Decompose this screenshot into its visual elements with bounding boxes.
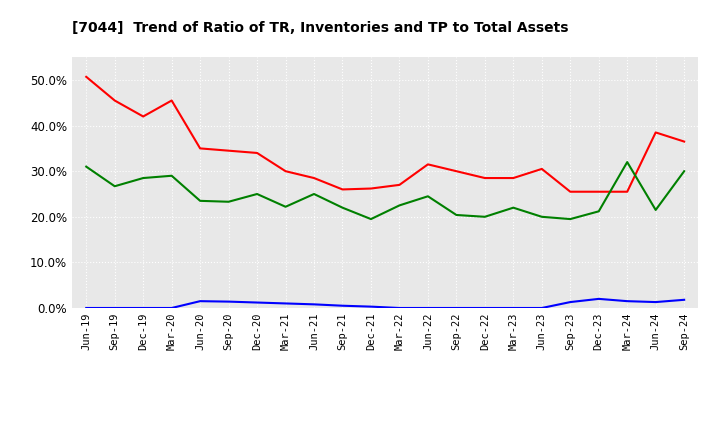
Inventories bbox=[110, 305, 119, 311]
Inventories bbox=[282, 301, 290, 306]
Trade Payables bbox=[196, 198, 204, 203]
Trade Receivables bbox=[338, 187, 347, 192]
Trade Receivables bbox=[509, 176, 518, 181]
Inventories bbox=[423, 305, 432, 311]
Trade Payables bbox=[82, 164, 91, 169]
Trade Receivables bbox=[167, 98, 176, 103]
Trade Receivables bbox=[366, 186, 375, 191]
Inventories bbox=[225, 299, 233, 304]
Trade Receivables bbox=[395, 182, 404, 187]
Trade Payables bbox=[282, 204, 290, 209]
Trade Receivables bbox=[82, 74, 91, 80]
Line: Inventories: Inventories bbox=[86, 299, 684, 308]
Trade Payables bbox=[623, 159, 631, 165]
Trade Receivables bbox=[423, 162, 432, 167]
Trade Payables bbox=[366, 216, 375, 222]
Inventories bbox=[595, 296, 603, 301]
Inventories bbox=[452, 305, 461, 311]
Inventories bbox=[395, 305, 404, 311]
Trade Payables bbox=[225, 199, 233, 205]
Trade Payables bbox=[452, 213, 461, 218]
Trade Payables bbox=[537, 214, 546, 220]
Inventories bbox=[537, 305, 546, 311]
Trade Payables bbox=[509, 205, 518, 210]
Inventories bbox=[167, 305, 176, 311]
Inventories bbox=[82, 305, 91, 311]
Inventories bbox=[480, 305, 489, 311]
Inventories bbox=[680, 297, 688, 302]
Trade Receivables bbox=[680, 139, 688, 144]
Trade Payables bbox=[395, 203, 404, 208]
Trade Payables bbox=[110, 183, 119, 189]
Trade Payables bbox=[253, 191, 261, 197]
Inventories bbox=[509, 305, 518, 311]
Inventories bbox=[366, 304, 375, 309]
Trade Receivables bbox=[225, 148, 233, 153]
Trade Payables bbox=[680, 169, 688, 174]
Trade Receivables bbox=[566, 189, 575, 194]
Trade Payables bbox=[310, 191, 318, 197]
Trade Receivables bbox=[623, 189, 631, 194]
Trade Payables bbox=[423, 194, 432, 199]
Trade Receivables bbox=[110, 98, 119, 103]
Trade Payables bbox=[338, 205, 347, 210]
Inventories bbox=[139, 305, 148, 311]
Inventories bbox=[310, 302, 318, 307]
Trade Receivables bbox=[196, 146, 204, 151]
Trade Receivables bbox=[480, 176, 489, 181]
Trade Payables bbox=[652, 207, 660, 213]
Inventories bbox=[652, 300, 660, 305]
Trade Payables bbox=[595, 209, 603, 214]
Inventories bbox=[623, 298, 631, 304]
Trade Payables bbox=[139, 176, 148, 181]
Inventories bbox=[196, 298, 204, 304]
Line: Trade Payables: Trade Payables bbox=[86, 162, 684, 219]
Trade Payables bbox=[566, 216, 575, 222]
Trade Payables bbox=[167, 173, 176, 178]
Trade Receivables bbox=[652, 130, 660, 135]
Inventories bbox=[566, 300, 575, 305]
Trade Receivables bbox=[253, 150, 261, 156]
Trade Payables bbox=[480, 214, 489, 220]
Trade Receivables bbox=[310, 176, 318, 181]
Inventories bbox=[338, 303, 347, 308]
Inventories bbox=[253, 300, 261, 305]
Trade Receivables bbox=[595, 189, 603, 194]
Trade Receivables bbox=[537, 166, 546, 172]
Trade Receivables bbox=[139, 114, 148, 119]
Trade Receivables bbox=[282, 169, 290, 174]
Trade Receivables bbox=[452, 169, 461, 174]
Text: [7044]  Trend of Ratio of TR, Inventories and TP to Total Assets: [7044] Trend of Ratio of TR, Inventories… bbox=[72, 21, 569, 35]
Line: Trade Receivables: Trade Receivables bbox=[86, 77, 684, 192]
